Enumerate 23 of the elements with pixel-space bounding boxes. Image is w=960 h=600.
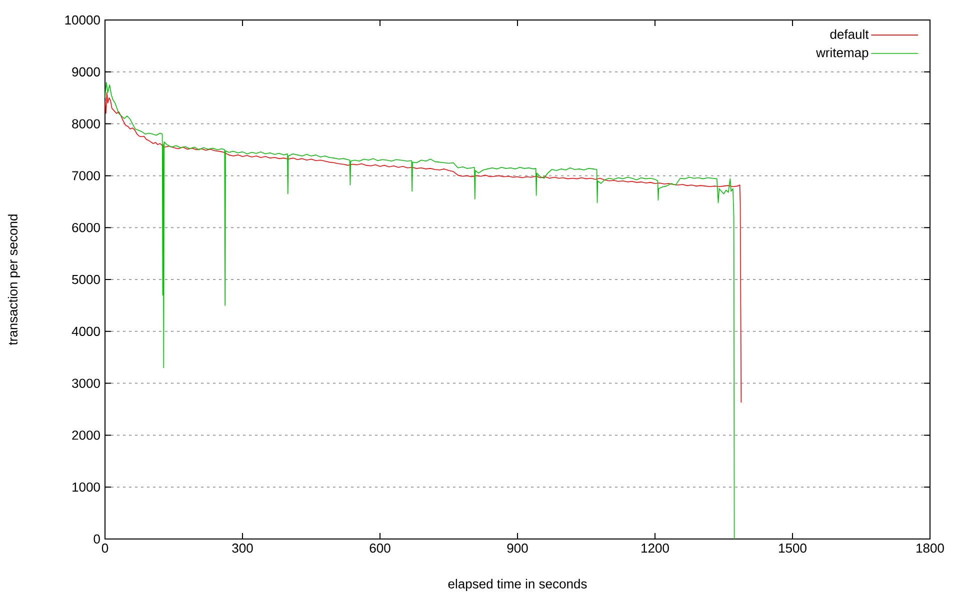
- y-tick-label: 1000: [72, 482, 100, 492]
- y-tick-label: 10000: [65, 15, 100, 25]
- y-tick-label: 9000: [72, 67, 100, 76]
- y-tick-label: 0: [94, 534, 100, 544]
- y-tick-label: 4000: [72, 326, 100, 336]
- legend-label: writemap: [816, 48, 868, 60]
- y-tick-label: 8000: [72, 119, 100, 128]
- x-tick-label: 1800: [916, 544, 944, 553]
- y-tick-label: 3000: [72, 378, 100, 388]
- y-tick-label: 5000: [72, 274, 100, 284]
- line-series: [105, 92, 742, 403]
- y-tick-label: 2000: [72, 430, 100, 440]
- legend-label: default: [830, 29, 869, 39]
- y-tick-label: 6000: [72, 222, 100, 232]
- y-tick-label: 7000: [72, 171, 100, 180]
- x-tick-label: 900: [507, 544, 528, 553]
- x-tick-label: 1200: [642, 544, 669, 553]
- y-axis-title: transaction per second: [8, 214, 20, 346]
- x-tick-label: 300: [232, 544, 253, 553]
- x-tick-label: 0: [102, 544, 108, 553]
- x-axis-title: elapsed time in seconds: [448, 578, 587, 592]
- x-tick-label: 600: [370, 544, 390, 553]
- x-tick-label: 1500: [779, 544, 806, 553]
